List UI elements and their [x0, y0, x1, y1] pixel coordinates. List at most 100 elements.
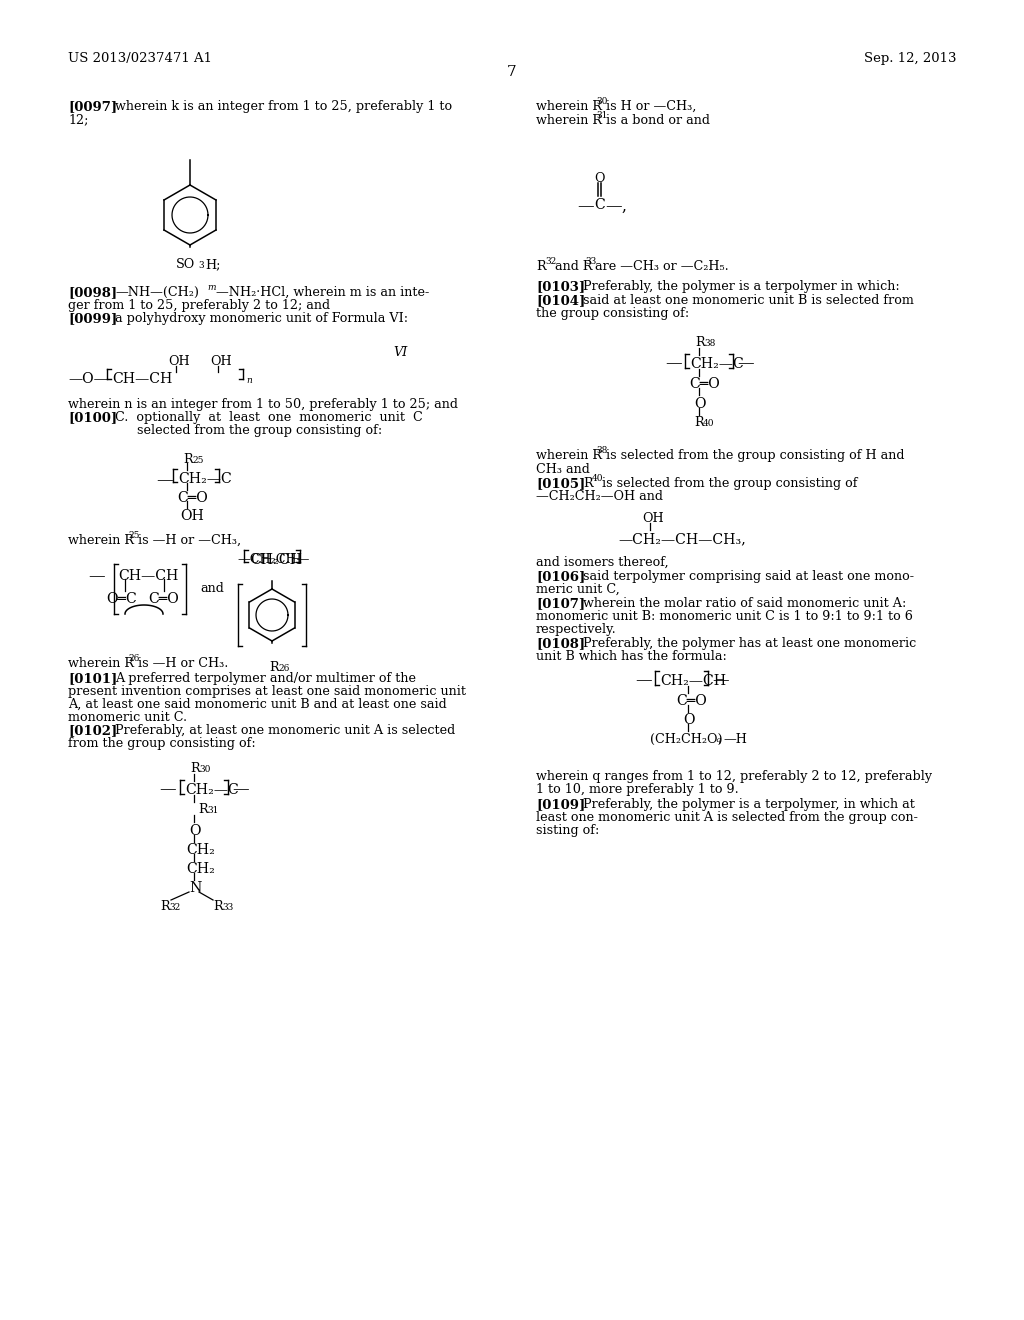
Text: 30: 30	[199, 766, 210, 774]
Text: CH₂—C: CH₂—C	[185, 783, 239, 797]
Text: —: —	[577, 198, 594, 215]
Text: O: O	[189, 824, 201, 838]
Text: wherein R: wherein R	[536, 100, 602, 114]
Text: least one monomeric unit A is selected from the group con-: least one monomeric unit A is selected f…	[536, 810, 918, 824]
Text: ,: ,	[621, 198, 626, 215]
Text: C═O: C═O	[177, 491, 208, 506]
Text: selected from the group consisting of:: selected from the group consisting of:	[137, 424, 382, 437]
Text: R: R	[269, 661, 279, 675]
Text: 25: 25	[193, 455, 204, 465]
Text: OH: OH	[180, 510, 204, 523]
Text: 26: 26	[128, 653, 139, 663]
Text: R: R	[198, 803, 208, 816]
Text: R: R	[695, 337, 705, 348]
Text: wherein R: wherein R	[536, 449, 602, 462]
Text: R: R	[583, 477, 593, 490]
Text: [0109]: [0109]	[536, 799, 586, 810]
Text: (CH₂CH₂O): (CH₂CH₂O)	[650, 733, 723, 746]
Text: wherein q ranges from 1 to 12, preferably 2 to 12, preferably: wherein q ranges from 1 to 12, preferabl…	[536, 770, 932, 783]
Text: OH: OH	[168, 355, 189, 368]
Text: CH₃ and: CH₃ and	[536, 463, 590, 477]
Text: wherein R: wherein R	[536, 114, 602, 127]
Text: 7: 7	[507, 65, 517, 79]
Text: m: m	[207, 282, 215, 292]
Text: C═O: C═O	[676, 694, 707, 708]
Text: wherein n is an integer from 1 to 50, preferably 1 to 25; and: wherein n is an integer from 1 to 50, pr…	[68, 399, 458, 411]
Text: —H: —H	[723, 733, 746, 746]
Text: SO: SO	[176, 257, 196, 271]
Text: 1 to 10, more preferably 1 to 9.: 1 to 10, more preferably 1 to 9.	[536, 783, 738, 796]
Text: CH₂CH: CH₂CH	[250, 553, 302, 568]
Text: wherein R: wherein R	[68, 657, 134, 671]
Text: CH₂: CH₂	[186, 843, 215, 857]
Text: O: O	[594, 172, 604, 185]
Text: a polyhydroxy monomeric unit of Formula VI:: a polyhydroxy monomeric unit of Formula …	[115, 312, 409, 325]
Text: 40: 40	[592, 474, 603, 483]
Text: and isomers thereof,: and isomers thereof,	[536, 556, 669, 569]
Text: —: —	[635, 672, 651, 689]
Text: 31: 31	[596, 111, 607, 120]
Text: R: R	[694, 416, 703, 429]
Text: Preferably, the polymer is a terpolymer, in which at: Preferably, the polymer is a terpolymer,…	[583, 799, 914, 810]
Text: the group consisting of:: the group consisting of:	[536, 308, 689, 319]
Text: 12;: 12;	[68, 114, 88, 125]
Text: is selected from the group consisting of: is selected from the group consisting of	[602, 477, 857, 490]
Text: 30: 30	[596, 96, 607, 106]
Text: [0107]: [0107]	[536, 597, 585, 610]
Text: unit B which has the formula:: unit B which has the formula:	[536, 649, 727, 663]
Text: is —H or CH₃.: is —H or CH₃.	[138, 657, 228, 671]
Text: —O—: —O—	[68, 372, 108, 385]
Text: CH₂—C: CH₂—C	[178, 473, 231, 486]
Text: 32: 32	[169, 903, 180, 912]
Text: 31: 31	[207, 807, 218, 814]
Text: —NH—(CH₂): —NH—(CH₂)	[115, 286, 199, 300]
Text: meric unit C,: meric unit C,	[536, 583, 620, 597]
Text: —CH₂CH₂—OH and: —CH₂CH₂—OH and	[536, 490, 663, 503]
Text: [0101]: [0101]	[68, 672, 118, 685]
Text: 38: 38	[705, 339, 716, 348]
Text: —: —	[737, 355, 754, 372]
Text: q: q	[715, 737, 720, 744]
Text: [0102]: [0102]	[68, 723, 118, 737]
Text: R: R	[160, 900, 170, 913]
Text: —: —	[605, 198, 622, 215]
Text: —: —	[159, 781, 176, 799]
Text: n: n	[246, 376, 252, 385]
Text: ger from 1 to 25, preferably 2 to 12; and: ger from 1 to 25, preferably 2 to 12; an…	[68, 300, 330, 312]
Text: Preferably, the polymer has at least one monomeric: Preferably, the polymer has at least one…	[583, 638, 916, 649]
Text: N: N	[189, 880, 202, 895]
Text: C═O: C═O	[148, 591, 179, 606]
Text: C: C	[594, 198, 605, 213]
Text: CH₂—C: CH₂—C	[690, 356, 743, 371]
Text: present invention comprises at least one said monomeric unit: present invention comprises at least one…	[68, 685, 466, 698]
Text: [0103]: [0103]	[536, 280, 585, 293]
Text: [0106]: [0106]	[536, 570, 586, 583]
Text: respectively.: respectively.	[536, 623, 616, 636]
Text: —: —	[88, 568, 104, 585]
Text: [0098]: [0098]	[68, 286, 117, 300]
Text: O: O	[694, 397, 706, 411]
Text: [0108]: [0108]	[536, 638, 585, 649]
Text: [0099]: [0099]	[68, 312, 118, 325]
Text: VI: VI	[393, 346, 408, 359]
Text: and R: and R	[555, 260, 593, 273]
Text: are —CH₃ or —C₂H₅.: are —CH₃ or —C₂H₅.	[595, 260, 729, 273]
Text: 33: 33	[585, 257, 596, 267]
Text: A, at least one said monomeric unit B and at least one said: A, at least one said monomeric unit B an…	[68, 698, 446, 711]
Text: is —H or —CH₃,: is —H or —CH₃,	[138, 535, 241, 546]
Text: —: —	[665, 355, 682, 372]
Text: Sep. 12, 2013: Sep. 12, 2013	[863, 51, 956, 65]
Text: —: —	[156, 473, 173, 488]
Text: R: R	[190, 762, 200, 775]
Text: US 2013/0237471 A1: US 2013/0237471 A1	[68, 51, 212, 65]
Text: [0097]: [0097]	[68, 100, 117, 114]
Text: wherein the molar ratio of said monomeric unit A:: wherein the molar ratio of said monomeri…	[583, 597, 906, 610]
Text: wherein R: wherein R	[68, 535, 134, 546]
Text: 3: 3	[198, 261, 204, 271]
Text: O═C: O═C	[106, 591, 137, 606]
Text: monomeric unit B: monomeric unit C is 1 to 9:1 to 9:1 to 6: monomeric unit B: monomeric unit C is 1 …	[536, 610, 912, 623]
Text: —CH₂CH—: —CH₂CH—	[237, 553, 309, 566]
Text: CH—CH: CH—CH	[118, 569, 178, 583]
Text: from the group consisting of:: from the group consisting of:	[68, 737, 256, 750]
Text: is selected from the group consisting of H and: is selected from the group consisting of…	[606, 449, 904, 462]
